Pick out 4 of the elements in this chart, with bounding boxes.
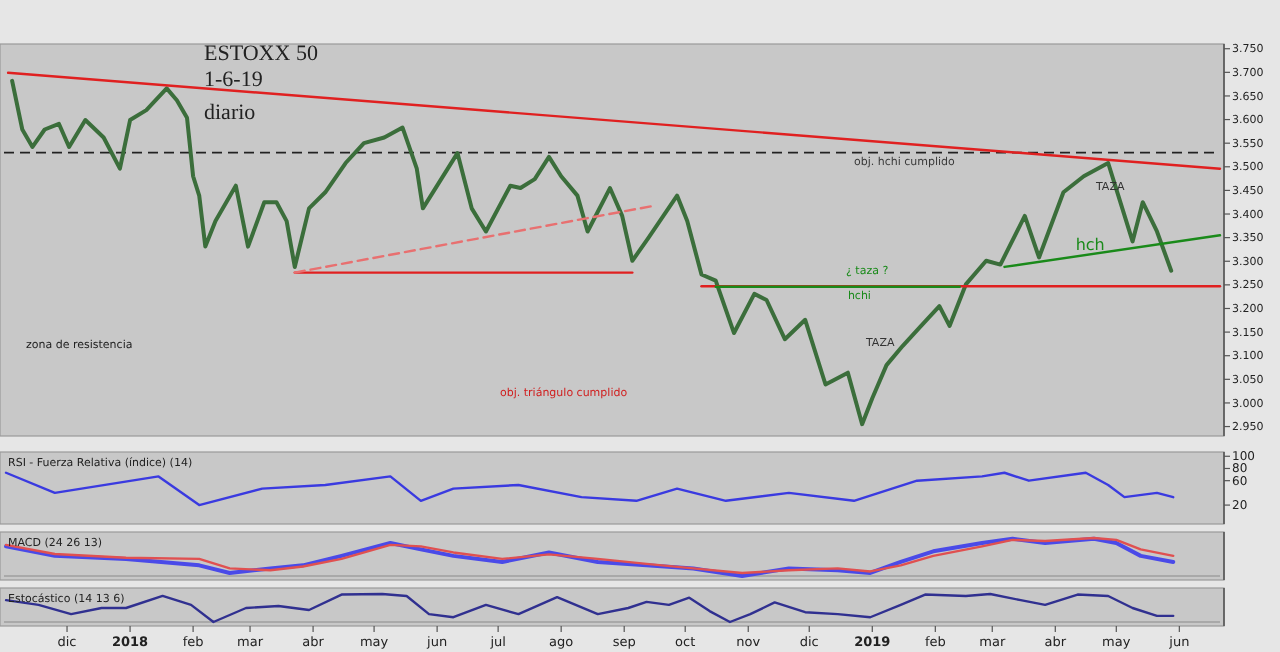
annotation: diario [204, 101, 257, 126]
annotation: hch [1075, 236, 1105, 255]
text: 1-6-19 [204, 68, 264, 92]
chart-title: ESTOXX 50 [204, 42, 319, 66]
